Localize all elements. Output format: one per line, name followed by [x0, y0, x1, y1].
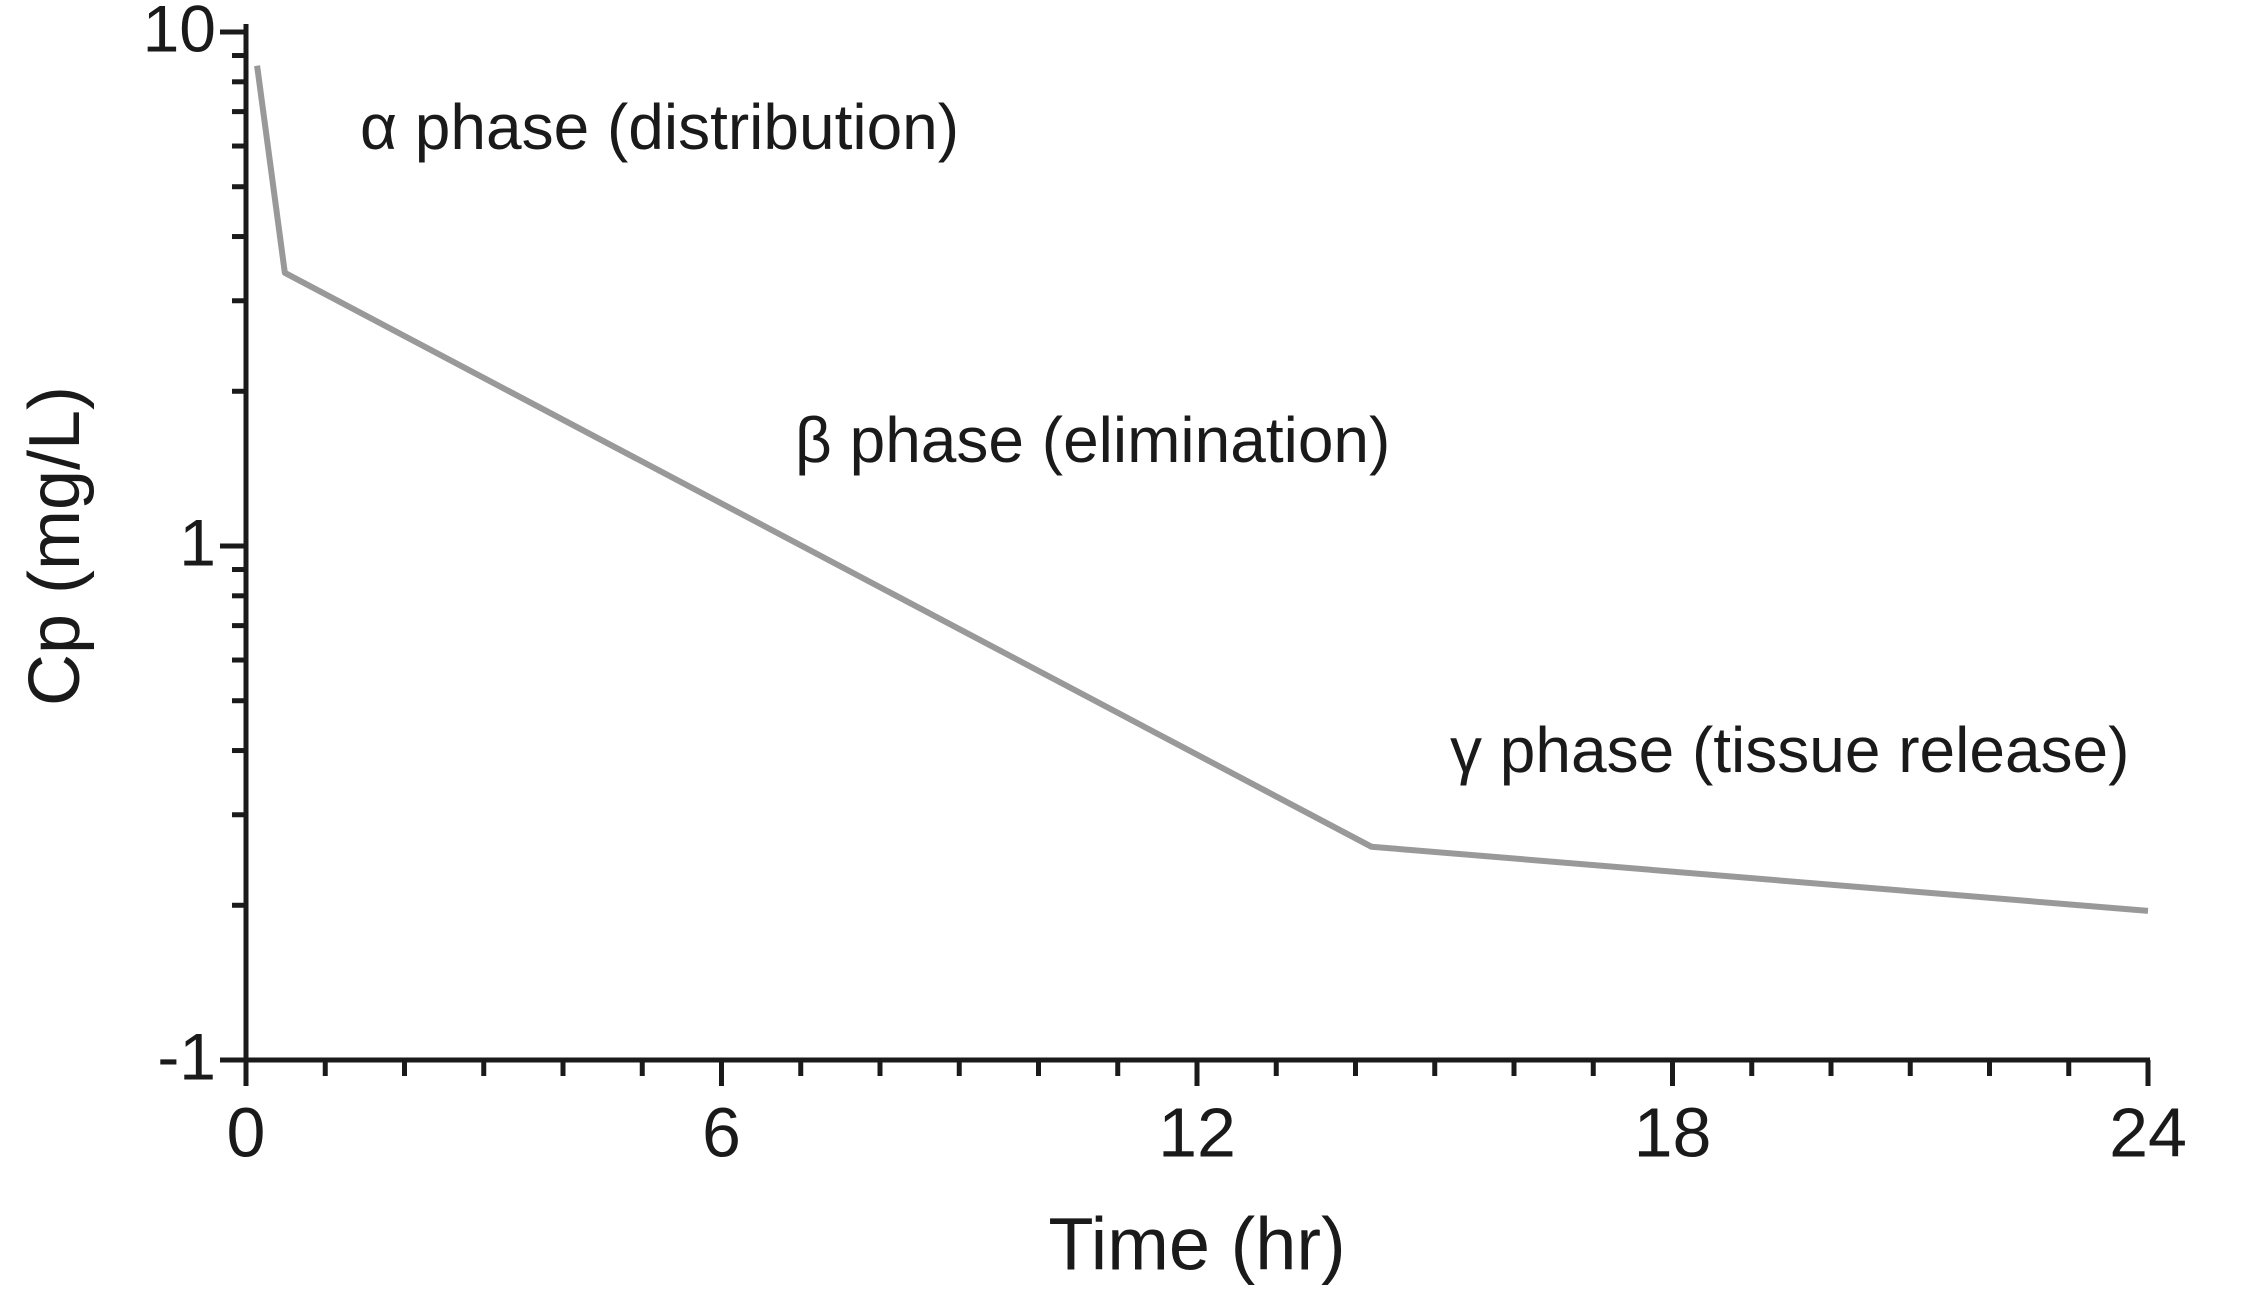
x-tick-label: 24: [2109, 1093, 2187, 1171]
y-tick-label: -1: [157, 1019, 216, 1093]
annotation: α phase (distribution): [360, 91, 959, 163]
x-tick-label: 6: [702, 1093, 741, 1171]
x-tick-label: 18: [1634, 1093, 1712, 1171]
x-axis-title: Time (hr): [1048, 1203, 1345, 1286]
y-tick-label: 10: [143, 0, 216, 65]
y-axis-title: Cp (mg/L): [15, 386, 95, 706]
data-line: [254, 65, 2149, 914]
annotation: β phase (elimination): [795, 404, 1390, 476]
x-tick-label: 12: [1158, 1093, 1236, 1171]
x-tick-label: 0: [227, 1093, 266, 1171]
annotation: γ phase (tissue release): [1450, 714, 2129, 786]
y-tick-label: 1: [179, 505, 216, 579]
